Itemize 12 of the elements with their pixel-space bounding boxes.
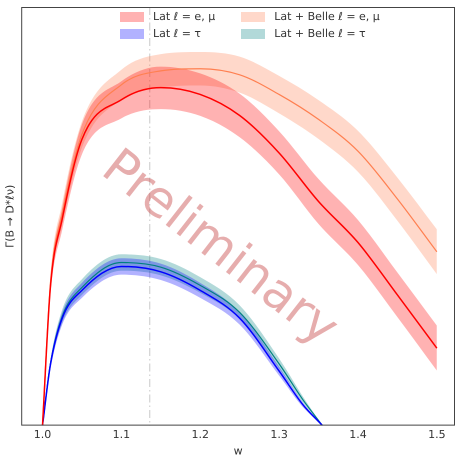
legend-label: Lat ℓ = e, μ — [153, 10, 216, 23]
x-tick-label: 1.0 — [34, 428, 52, 442]
x-tick-label: 1.5 — [428, 428, 446, 442]
x-tick-label: 1.3 — [270, 428, 288, 442]
legend-label: Lat + Belle ℓ = e, μ — [274, 10, 380, 23]
legend-label: Lat ℓ = τ — [153, 27, 202, 40]
x-tick-label: 1.1 — [112, 428, 130, 442]
y-axis-title: Γ(B → D*ℓν) — [3, 184, 16, 248]
x-tick-label: 1.2 — [191, 428, 209, 442]
x-tick-label: 1.4 — [349, 428, 367, 442]
x-axis-title: w — [234, 444, 243, 458]
legend-label: Lat + Belle ℓ = τ — [274, 27, 366, 40]
